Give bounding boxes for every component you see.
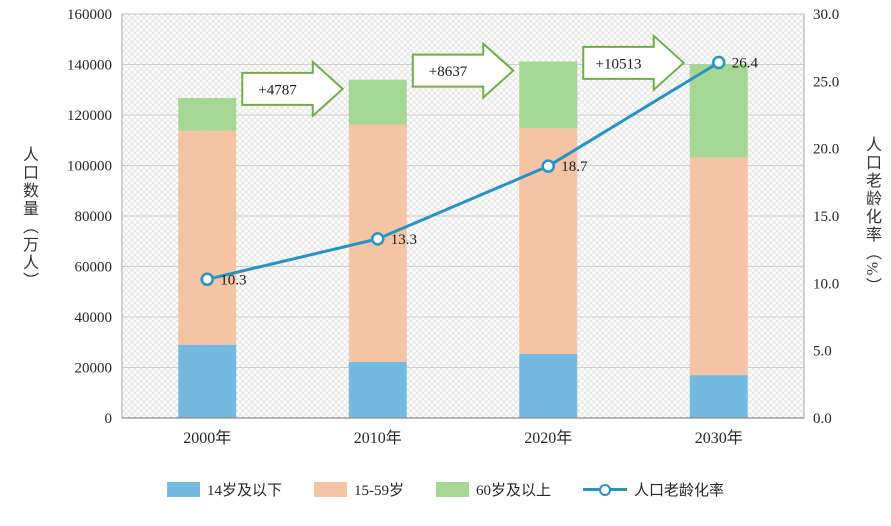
bar-segment: [689, 157, 748, 376]
increase-arrow-label: +8637: [429, 64, 468, 80]
left-axis-tick: 120000: [67, 108, 112, 124]
legend-line-marker-icon: [583, 482, 627, 497]
legend-label: 14岁及以下: [206, 483, 282, 499]
increase-arrow: [241, 59, 345, 119]
right-axis-title: 人口老龄化率（%）: [863, 136, 880, 296]
left-axis-tick: 100000: [67, 159, 112, 175]
bar-segment: [519, 61, 578, 129]
increase-arrow-label: +10513: [596, 56, 642, 72]
line-data-label: 13.3: [391, 232, 417, 248]
x-axis-label: 2030年: [695, 429, 743, 447]
left-axis-tick: 40000: [75, 310, 113, 326]
legend-swatch: [435, 482, 469, 497]
line-marker: [200, 272, 214, 287]
bar-segment: [689, 64, 748, 158]
right-axis-tick: 10.0: [813, 276, 839, 292]
aging-rate-line: [205, 60, 721, 281]
legend-label: 60岁及以上: [475, 483, 551, 499]
right-axis-tick: 5.0: [813, 344, 832, 360]
line-data-label: 18.7: [561, 159, 588, 175]
bar-segment: [178, 344, 237, 418]
legend-item-2: 60岁及以上: [435, 479, 551, 500]
bar-segment: [348, 79, 407, 125]
legend-swatch: [313, 482, 347, 497]
right-axis-tick: 20.0: [813, 142, 839, 158]
legend-swatch: [166, 482, 200, 497]
line-marker: [371, 232, 385, 246]
x-axis-label: 2000年: [183, 429, 231, 447]
left-axis-tick: 20000: [75, 361, 113, 377]
legend-label: 15-59岁: [353, 483, 404, 499]
bar-segment: [689, 375, 748, 418]
line-marker: [712, 55, 726, 70]
line-data-label: 10.3: [220, 272, 246, 288]
left-axis-tick: 140000: [67, 58, 112, 74]
increase-arrow-label: +4787: [258, 82, 297, 98]
legend-label: 人口老龄化率: [634, 483, 725, 499]
x-axis-label: 2010年: [354, 429, 402, 447]
right-axis-tick: 25.0: [813, 74, 839, 90]
legend-item-0: 14岁及以下: [166, 479, 282, 500]
left-axis-tick: 0: [105, 411, 113, 427]
increase-arrow: [582, 33, 686, 93]
left-axis-tick: 80000: [75, 209, 113, 225]
legend-item-3: 人口老龄化率: [583, 479, 724, 500]
legend-circle-marker: [599, 483, 611, 496]
bar-segment: [348, 361, 407, 418]
x-axis-label: 2020年: [524, 429, 572, 447]
legend-item-1: 15-59岁: [313, 479, 404, 500]
line-marker: [541, 159, 555, 173]
left-axis-title: 人口数量（万人）: [20, 146, 37, 290]
left-axis-tick: 60000: [75, 260, 113, 276]
increase-arrow: [411, 41, 515, 100]
right-axis-tick: 15.0: [813, 209, 839, 225]
chart-legend: 14岁及以下 15-59岁 60岁及以上 人口老龄化率: [0, 479, 891, 500]
right-axis-tick: 30.0: [813, 7, 839, 23]
right-axis-tick: 0.0: [813, 411, 832, 427]
bar-segment: [519, 354, 578, 418]
line-data-label: 26.4: [732, 55, 759, 71]
left-axis-tick: 160000: [67, 7, 112, 23]
bar-segment: [178, 130, 237, 345]
bar-segment: [178, 97, 237, 131]
